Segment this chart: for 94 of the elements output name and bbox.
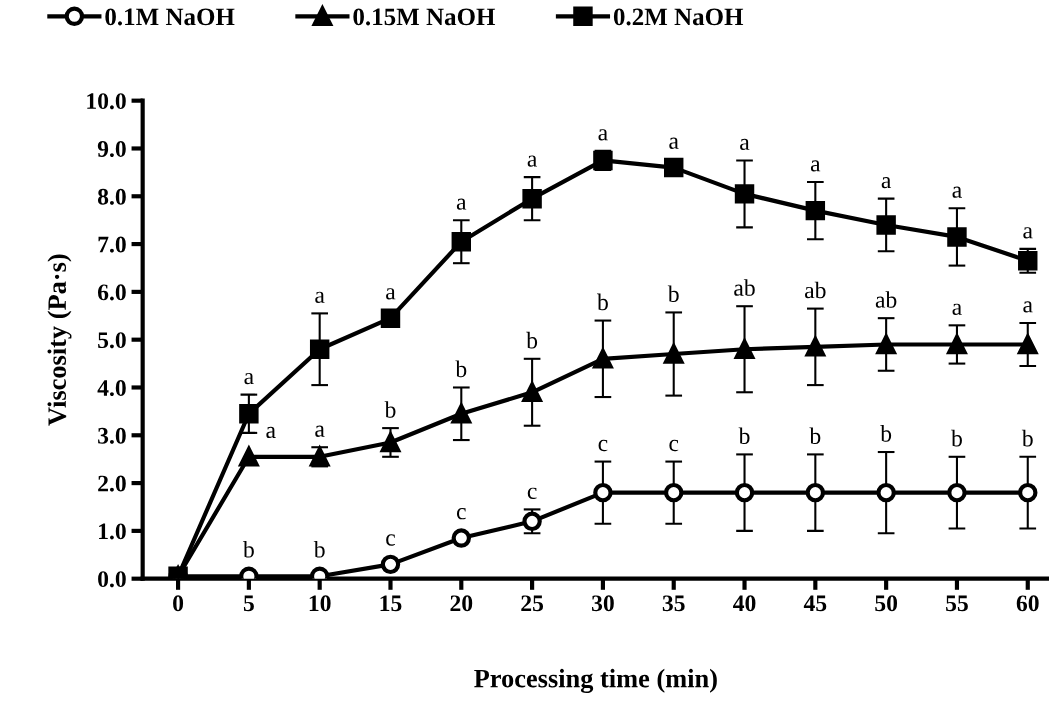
point [522,382,542,402]
annotation: ab [805,281,826,299]
annotation: a [315,291,325,304]
point [309,339,330,359]
annotation: a [598,129,608,141]
annotation: ab [875,291,897,308]
point [1018,482,1038,503]
annotation: a [1023,227,1033,239]
point [239,404,259,424]
annotation: b [667,285,679,303]
x-tick-label: 0 [173,595,184,612]
annotation: a [244,372,254,385]
point [663,482,684,503]
annotation: b [313,541,325,558]
x-tick-label: 30 [592,595,614,612]
x-tick-label: 20 [450,595,473,612]
annotation: b [455,360,467,378]
x-tick-label: 45 [803,595,827,612]
annotation: c [456,508,466,520]
point [734,482,755,503]
x-tick-label: 40 [733,595,756,612]
y-tick-label: 9.0 [97,140,126,157]
point [522,188,542,209]
point [947,482,967,503]
y-tick-label: 0.0 [98,571,126,588]
point [876,334,896,355]
legend-label: 0.15M NaOH [353,8,496,26]
annotation: b [384,401,396,418]
x-tick-label: 25 [521,595,544,612]
annotation: b [597,293,608,311]
annotation: a [740,138,750,151]
x-tick-label: 55 [946,595,968,612]
annotation: b [242,541,254,558]
annotation: b [951,429,962,447]
annotation: c [669,439,679,452]
point [380,554,401,575]
point [451,231,472,252]
point [947,227,967,247]
y-tick-label: 10.0 [87,93,126,110]
annotation: a [669,137,679,149]
x-tick-label: 60 [1016,595,1039,612]
point [451,404,472,424]
y-tick-label: 6.0 [97,284,126,301]
annotation: b [526,331,538,349]
point [663,157,684,178]
point [734,339,755,359]
legend-label: 0.2M NaOH [613,8,744,26]
x-tick-label: 10 [309,595,331,612]
annotation: a [386,288,396,300]
x-tick-label: 15 [380,595,402,612]
y-tick-label: 1.0 [99,523,126,540]
y-tick-label: 8.0 [97,188,126,205]
annotation: b [1021,429,1033,447]
annotation: b [738,427,750,445]
y-tick-label: 5.0 [98,332,126,349]
annotation: a [456,198,467,210]
y-axis-title: Viscosity (Pa·s) [47,254,72,426]
y-tick-label: 3.0 [98,427,126,444]
annotation: a [1023,301,1033,313]
x-tick-label: 50 [875,595,898,612]
point [805,337,826,357]
annotation: a [881,177,892,189]
point [805,200,826,221]
annotation: a [952,186,962,198]
y-tick-label: 2.0 [98,475,126,492]
point [380,308,401,328]
point [947,334,967,355]
point [663,344,684,364]
annotation: a [527,155,538,167]
point [734,184,755,204]
legend-label: 0.1M NaOH [105,8,235,26]
y-tick-label: 4.0 [97,379,126,397]
annotation: c [386,534,395,546]
y-tick-label: 7.0 [98,236,126,253]
annotation: b [809,427,821,445]
point [593,349,613,369]
x-tick-label: 5 [243,595,254,612]
point [805,482,826,503]
annotation: a [952,303,962,315]
x-tick-label: 35 [662,595,685,612]
point [876,215,896,235]
x-axis-title: Processing time (min) [474,668,717,693]
point [451,528,472,548]
annotation: b [880,425,892,442]
point [876,482,896,503]
annotation: ab [734,279,755,296]
annotation: a [315,425,325,437]
annotation: a [810,160,821,172]
annotation: c [527,487,537,500]
point [380,432,401,453]
annotation: c [598,439,608,452]
point [1018,334,1038,355]
point [593,482,613,503]
annotation: a [266,426,276,439]
